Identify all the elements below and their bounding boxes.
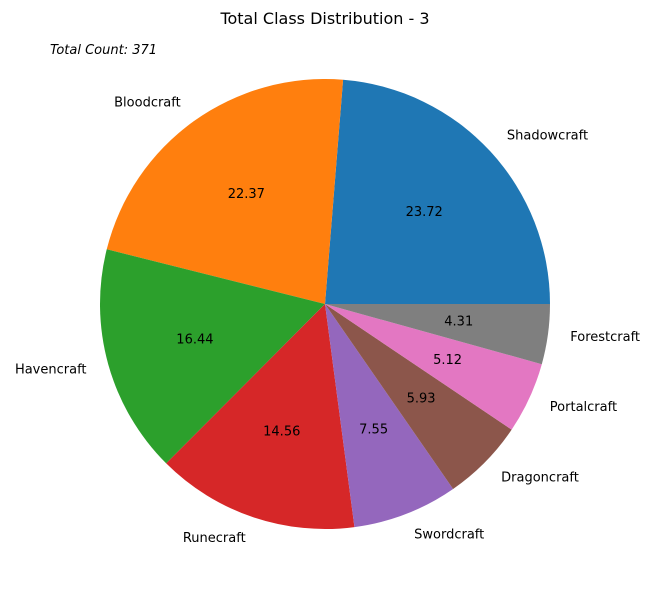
percent-label-dragoncraft: 5.93: [407, 391, 436, 406]
percent-label-runecraft: 14.56: [263, 424, 300, 439]
percent-label-portalcraft: 5.12: [433, 353, 462, 368]
percent-label-bloodcraft: 22.37: [228, 187, 265, 202]
slice-label-shadowcraft: Shadowcraft: [507, 129, 588, 144]
pie-slices: [100, 78, 550, 529]
pie-slice-portalcraft: [325, 304, 542, 430]
pie-slice-shadowcraft: [325, 79, 550, 305]
percent-label-shadowcraft: 23.72: [406, 205, 443, 220]
percent-label-forestcraft: 4.31: [444, 315, 473, 330]
total-count-annotation: Total Count: 371: [50, 43, 157, 58]
pie-slice-forestcraft: [325, 304, 550, 365]
slice-label-havencraft: Havencraft: [15, 363, 87, 378]
pie-slice-bloodcraft: [106, 78, 344, 304]
percent-labels: 23.72 22.37 16.44 14.56 7.55 5.93 5.12 4.31: [176, 187, 473, 440]
chart-title: Total Class Distribution - 3: [219, 9, 429, 28]
slice-label-runecraft: Runecraft: [183, 531, 246, 546]
slice-label-portalcraft: Portalcraft: [550, 400, 617, 415]
slice-labels: Shadowcraft Bloodcraft Havencraft Runecraft…: [15, 95, 640, 546]
percent-label-havencraft: 16.44: [176, 333, 213, 348]
slice-label-forestcraft: Forestcraft: [570, 330, 640, 345]
percent-label-swordcraft: 7.55: [359, 422, 388, 437]
pie-slice-runecraft: [166, 304, 355, 529]
pie-slice-havencraft: [100, 249, 326, 464]
slice-label-bloodcraft: Bloodcraft: [114, 95, 181, 110]
slice-label-dragoncraft: Dragoncraft: [501, 470, 579, 485]
pie-slice-swordcraft: [325, 304, 454, 528]
pie-slice-dragoncraft: [325, 304, 512, 489]
slice-label-swordcraft: Swordcraft: [414, 527, 484, 542]
